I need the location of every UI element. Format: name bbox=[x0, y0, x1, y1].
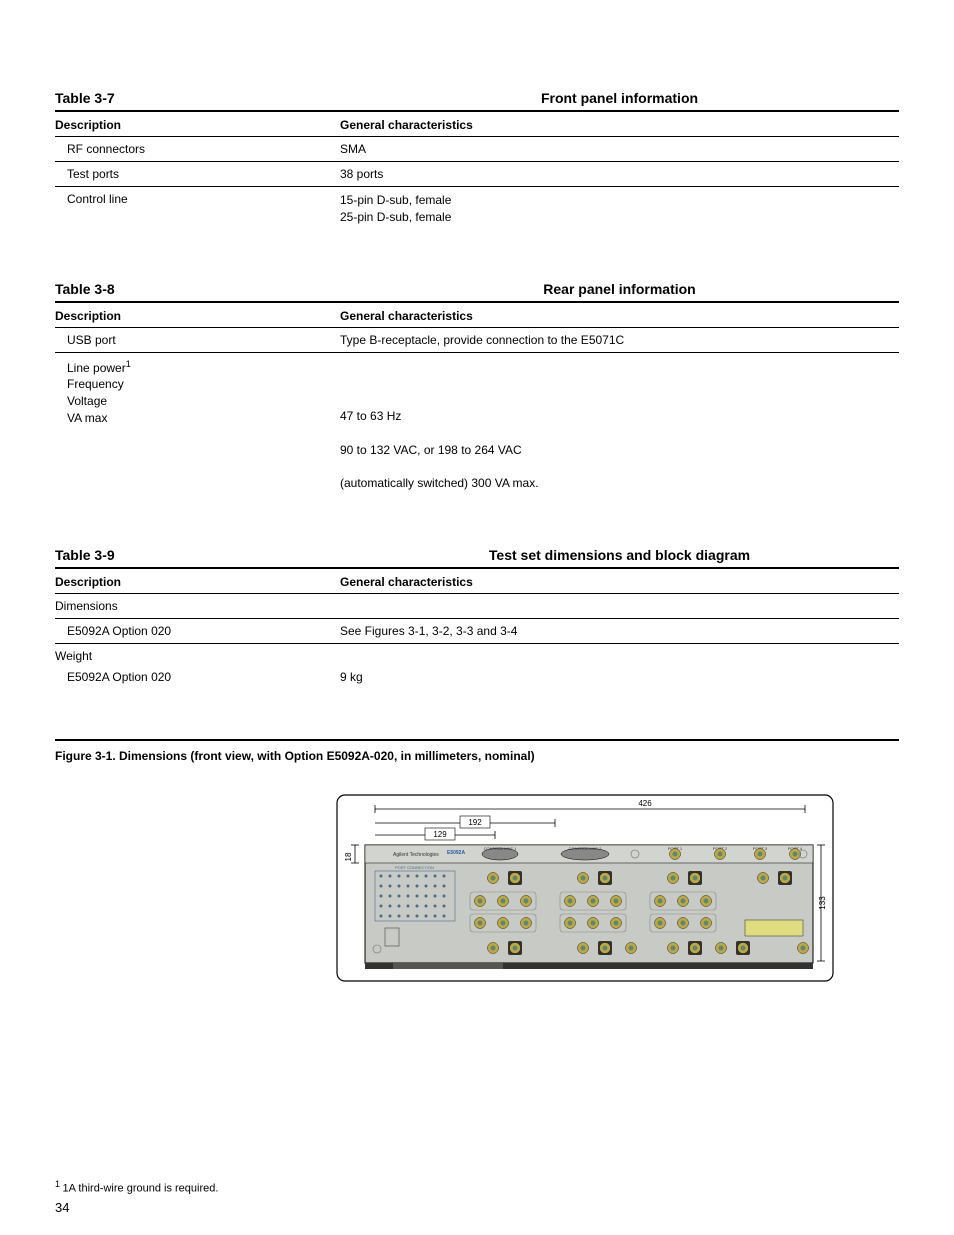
footnote-text: 1A third-wire ground is required. bbox=[63, 1183, 219, 1195]
dim-133: 133 bbox=[818, 896, 827, 910]
voltage-val: 90 to 132 VAC, or 198 to 264 VAC bbox=[340, 443, 522, 457]
cell-desc: Line power1 Frequency Voltage VA max bbox=[55, 358, 340, 492]
cell-desc: Control line bbox=[55, 192, 340, 226]
cell-char bbox=[340, 599, 899, 613]
table-caption: Test set dimensions and block diagram bbox=[340, 547, 899, 563]
cell-desc: Test ports bbox=[55, 167, 340, 181]
dim-18: 18 bbox=[344, 852, 353, 861]
cell-char: 15-pin D-sub, female 25-pin D-sub, femal… bbox=[340, 192, 899, 226]
table-row: Test ports 38 ports bbox=[55, 162, 899, 187]
line-power-label: Line power bbox=[67, 361, 126, 375]
table-row: Weight bbox=[55, 644, 899, 665]
warning-label bbox=[745, 920, 803, 936]
table-row: Control line 15-pin D-sub, female 25-pin… bbox=[55, 187, 899, 231]
model-text: E5092A bbox=[447, 850, 465, 856]
cell-char bbox=[340, 649, 899, 663]
device-diagram: 426 192 129 18 133 Agilent Technologies … bbox=[335, 793, 835, 988]
col-header-char: General characteristics bbox=[340, 309, 899, 323]
port-connection-label: PORT CONNECTION bbox=[395, 865, 434, 870]
cell-char: Type B-receptacle, provide connection to… bbox=[340, 333, 899, 347]
cell-char: 9 kg bbox=[340, 670, 899, 684]
vamax-label: VA max bbox=[67, 411, 107, 425]
col-header-desc: Description bbox=[55, 118, 340, 132]
table-row: USB port Type B-receptacle, provide conn… bbox=[55, 328, 899, 353]
col-header-desc: Description bbox=[55, 309, 340, 323]
table-3-9: Table 3-9 Test set dimensions and block … bbox=[55, 547, 899, 689]
table-row: RF connectors SMA bbox=[55, 137, 899, 162]
table-num: Table 3-7 bbox=[55, 90, 340, 106]
table-row: E5092A Option 020 9 kg bbox=[55, 665, 899, 689]
voltage-label: Voltage bbox=[67, 394, 107, 408]
col-header-desc: Description bbox=[55, 575, 340, 589]
cell-desc: USB port bbox=[55, 333, 340, 347]
dim-129: 129 bbox=[433, 830, 447, 839]
table-3-7: Table 3-7 Front panel information Descri… bbox=[55, 90, 899, 231]
cell-char: 38 ports bbox=[340, 167, 899, 181]
dim-426: 426 bbox=[638, 799, 652, 808]
weight-label: Weight bbox=[55, 649, 340, 663]
table-3-8: Table 3-8 Rear panel information Descrip… bbox=[55, 281, 899, 497]
figure-caption: Figure 3-1. Dimensions (front view, with… bbox=[55, 739, 899, 763]
table-caption: Front panel information bbox=[340, 90, 899, 106]
table-num: Table 3-8 bbox=[55, 281, 340, 297]
table-num: Table 3-9 bbox=[55, 547, 340, 563]
cell-char: SMA bbox=[340, 142, 899, 156]
ctl2-label: CONTROL LINE 2 bbox=[569, 846, 603, 851]
footnote: 1 1A third-wire ground is required. bbox=[55, 1179, 218, 1195]
ctl1-label: CONTROL LINE 1 bbox=[484, 846, 518, 851]
cell-desc: RF connectors bbox=[55, 142, 340, 156]
footnote-ref: 1 bbox=[126, 359, 131, 369]
freq-label: Frequency bbox=[67, 377, 124, 391]
cell-desc: E5092A Option 020 bbox=[55, 624, 340, 638]
dim-192: 192 bbox=[468, 818, 482, 827]
vamax-val: (automatically switched) 300 VA max. bbox=[340, 476, 539, 490]
table-row: Line power1 Frequency Voltage VA max 47 … bbox=[55, 353, 899, 497]
cell-desc: E5092A Option 020 bbox=[55, 670, 340, 684]
cell-char: 47 to 63 Hz 90 to 132 VAC, or 198 to 264… bbox=[340, 358, 899, 492]
cell-char: See Figures 3-1, 3-2, 3-3 and 3-4 bbox=[340, 624, 899, 638]
col-header-char: General characteristics bbox=[340, 118, 899, 132]
freq-val: 47 to 63 Hz bbox=[340, 409, 401, 423]
brand-text: Agilent Technologies bbox=[393, 852, 439, 858]
table-row: E5092A Option 020 See Figures 3-1, 3-2, … bbox=[55, 619, 899, 644]
dimensions-label: Dimensions bbox=[55, 599, 340, 613]
table-caption: Rear panel information bbox=[340, 281, 899, 297]
col-header-char: General characteristics bbox=[340, 575, 899, 589]
page-number: 34 bbox=[55, 1200, 69, 1215]
table-row: Dimensions bbox=[55, 594, 899, 619]
